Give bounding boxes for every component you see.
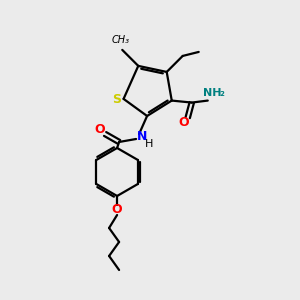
Text: N: N [137, 130, 147, 143]
Text: S: S [112, 93, 121, 106]
Text: ₂: ₂ [219, 88, 224, 98]
Text: O: O [95, 124, 105, 136]
Text: O: O [112, 203, 122, 217]
Text: H: H [145, 139, 153, 149]
Text: CH₃: CH₃ [111, 35, 129, 45]
Text: NH: NH [202, 88, 221, 98]
Text: O: O [178, 116, 189, 129]
